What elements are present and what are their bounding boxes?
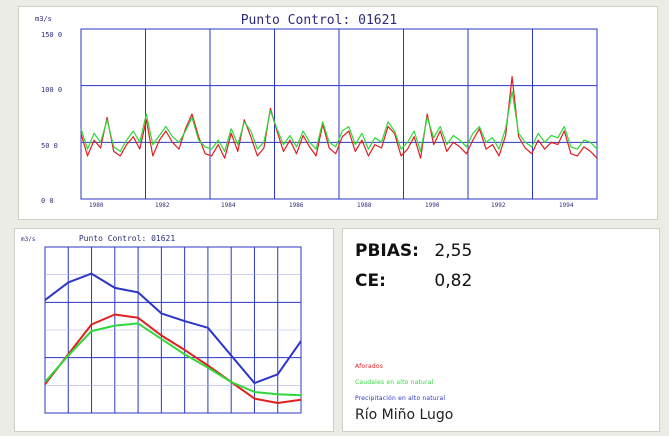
top-x-tick-label: 1986	[289, 202, 304, 209]
top-x-tick-label: 1994	[559, 202, 574, 209]
top-chart-yaxis-unit: m3/s	[35, 15, 52, 23]
pbias-row: PBIAS: 2,55	[355, 241, 472, 261]
stats-panel: PBIAS: 2,55 CE: 0,82 Aforados Caudales e…	[342, 228, 660, 432]
top-y-tick-label: 100 0	[41, 86, 62, 94]
ce-row: CE: 0,82	[355, 271, 472, 291]
monthly-chart-title: Punto Control: 01621	[79, 234, 176, 243]
top-x-tick-label: 1988	[357, 202, 372, 209]
top-x-tick-label: 1980	[89, 202, 104, 209]
top-y-tick-label: 0 0	[41, 197, 54, 205]
legend-simulated: Caudales en alto natural	[355, 379, 434, 386]
legend-observed: Aforados	[355, 363, 384, 370]
top-grid	[80, 28, 598, 200]
top-chart-panel: Punto Control: 01621 m3/s 150 0 100 0 50…	[18, 6, 658, 220]
monthly-chart: Punto Control: 01621 m3/s	[21, 234, 302, 414]
monthly-series-line	[44, 272, 302, 385]
pbias-label: PBIAS:	[355, 241, 419, 261]
top-chart-title: Punto Control: 01621	[241, 13, 398, 28]
top-series-line	[80, 75, 598, 159]
monthly-chart-yaxis-unit: m3/s	[21, 236, 36, 243]
monthly-grid	[44, 246, 302, 414]
top-y-tick-label: 50 0	[41, 142, 58, 150]
top-x-tick-label: 1984	[221, 202, 236, 209]
top-chart: Punto Control: 01621 m3/s 150 0 100 0 50…	[35, 13, 598, 209]
monthly-chart-panel: Punto Control: 01621 m3/s	[14, 228, 334, 432]
ce-label: CE:	[355, 271, 386, 291]
monthly-series-line	[44, 313, 302, 404]
ce-value: 0,82	[434, 271, 473, 291]
top-x-tick-label: 1992	[491, 202, 506, 209]
monthly-series-line	[44, 322, 302, 397]
location-label: Río Miño Lugo	[355, 407, 454, 423]
top-x-tick-label: 1982	[155, 202, 170, 209]
top-x-tick-label: 1990	[425, 202, 440, 209]
top-y-tick-label: 150 0	[41, 31, 62, 39]
top-series-line	[80, 90, 598, 152]
pbias-value: 2,55	[434, 241, 473, 261]
legend-precipitation: Precipitación en alto natural	[355, 395, 446, 402]
